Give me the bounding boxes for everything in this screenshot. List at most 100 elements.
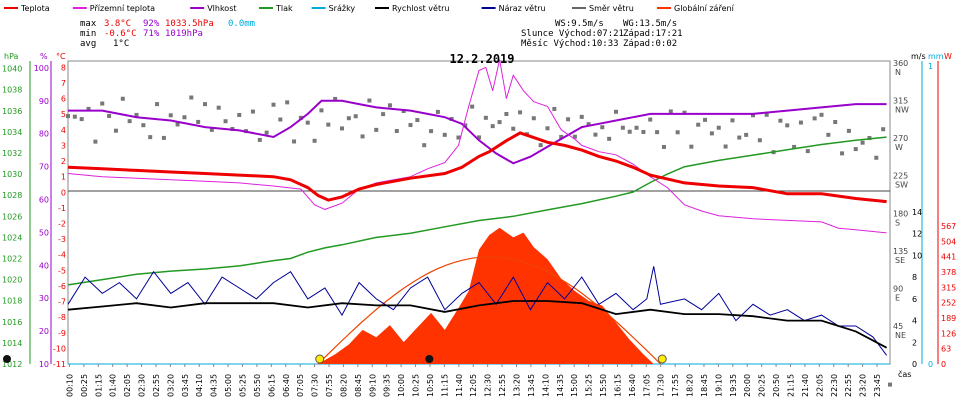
- x-tick-label-24: 10:25: [412, 374, 421, 397]
- unit-hpa: hPa: [4, 52, 19, 61]
- temp-tick-0: 8: [61, 63, 66, 72]
- moonrise-marker: [425, 355, 434, 363]
- wind-dir-point: [819, 112, 824, 117]
- x-tick-label-48: 20:25: [758, 374, 767, 397]
- x-tick-label-18: 07:55: [325, 374, 334, 397]
- stat-avg-label: avg: [80, 39, 96, 49]
- temp-tick-8: 0: [61, 188, 66, 197]
- rad-tick-0: 567: [941, 222, 956, 231]
- wind-dir-point: [675, 130, 680, 135]
- wind-dir-point: [429, 129, 434, 134]
- stat-min-label: min: [80, 29, 96, 39]
- wind-dir-point: [93, 139, 98, 144]
- stat-max-hum: 92%: [143, 19, 160, 29]
- pct-tick-2: 80: [39, 130, 49, 139]
- dir-tick-deg-3: 225: [893, 172, 908, 181]
- wind-dir-point: [778, 118, 783, 123]
- stat-min-hum: 71%: [143, 29, 160, 39]
- series-radiation-area: [318, 227, 654, 364]
- x-tick-label-2: 01:15: [94, 374, 103, 397]
- stat-moon: Měsíc Východ:10:33: [521, 39, 619, 49]
- temp-tick-4: 4: [61, 126, 66, 135]
- unit-rad: W: [944, 52, 952, 61]
- hpa-tick-14: 1012: [2, 360, 22, 369]
- wind-dir-point: [709, 131, 714, 136]
- dir-tick-lbl-3: SW: [895, 181, 908, 190]
- x-tick-label-8: 03:45: [181, 374, 190, 397]
- wind-dir-point: [107, 113, 112, 118]
- x-tick-label-31: 13:20: [512, 374, 521, 397]
- stat-max-press: 1033.5hPa: [165, 19, 214, 29]
- rad-tick-2: 441: [941, 253, 956, 262]
- wind-dir-point: [456, 135, 461, 140]
- wind-dir-point: [161, 135, 166, 140]
- pct-tick-7: 30: [39, 294, 49, 303]
- hpa-tick-2: 1036: [2, 107, 22, 116]
- x-tick-label-6: 02:55: [152, 374, 161, 397]
- wind-dir-point: [271, 102, 276, 107]
- hpa-tick-9: 1022: [2, 254, 22, 263]
- wind-dir-point: [319, 108, 324, 113]
- wind-dir-point: [648, 117, 653, 122]
- x-tick-label-32: 13:45: [527, 374, 536, 397]
- temp-tick-1: 7: [61, 79, 66, 88]
- rain-tick-1: 0: [928, 360, 933, 369]
- wind-dir-point: [72, 114, 77, 119]
- wind-dir-point: [250, 109, 255, 114]
- wind-dir-point: [579, 114, 584, 119]
- series-temp-line: [67, 131, 887, 204]
- unit-pct: %: [40, 52, 48, 61]
- x-tick-label-47: 20:00: [743, 374, 752, 397]
- wind-dir-point: [333, 96, 338, 101]
- sunrise-marker: [315, 354, 325, 364]
- wind-tick-1: 12: [912, 230, 922, 239]
- wind-tick-5: 4: [912, 317, 917, 326]
- legend-label-4: Srážky: [329, 4, 356, 13]
- pct-tick-8: 20: [39, 327, 49, 336]
- unit-wind: m/s: [911, 52, 926, 61]
- x-tick-label-42: 17:55: [671, 374, 680, 397]
- temp-tick-9: -1: [58, 204, 66, 213]
- pct-tick-9: 10: [39, 360, 49, 369]
- wind-dir-point: [196, 119, 201, 124]
- wind-dir-point: [497, 120, 502, 125]
- temp-tick-5: 3: [61, 141, 66, 150]
- wind-dir-point: [312, 138, 317, 143]
- wind-dir-point: [853, 147, 858, 152]
- x-axis-ticks: 00:10 00:25 01:15 01:40 02:05 02:30 02:55 03:20…: [65, 364, 882, 397]
- wind-dir-point: [607, 136, 612, 141]
- rad-tick-4: 315: [941, 283, 956, 292]
- wind-dir-point: [661, 144, 666, 149]
- wind-dir-point: [559, 134, 564, 139]
- wind-dir-point: [737, 135, 742, 140]
- x-tick-label-46: 19:35: [729, 374, 738, 397]
- dir-tick-lbl-2: W: [895, 143, 903, 152]
- wind-dir-point: [846, 128, 851, 133]
- wind-dir-point: [100, 101, 105, 106]
- hpa-tick-0: 1040: [2, 65, 22, 74]
- temp-tick-7: 1: [61, 173, 66, 182]
- temp-tick-15: -7: [58, 298, 66, 307]
- wind-dir-point: [600, 125, 605, 130]
- legend-label-8: Globální záření: [674, 4, 735, 13]
- x-tick-label-27: 11:40: [455, 374, 464, 397]
- x-tick-label-22: 09:35: [383, 374, 392, 397]
- temp-tick-16: -8: [58, 313, 66, 322]
- wind-dir-point: [360, 134, 365, 139]
- stat-max-rain: 0.0mm: [228, 19, 255, 29]
- x-tick-label-0: 00:10: [65, 374, 74, 397]
- plot-area: [3, 59, 892, 387]
- temp-tick-18: -10: [53, 344, 66, 353]
- rad-tick-6: 189: [941, 314, 956, 323]
- temp-tick-3: 5: [61, 110, 66, 119]
- x-tick-label-10: 04:35: [210, 374, 219, 397]
- wind-dir-point: [867, 136, 872, 141]
- hpa-tick-1: 1038: [2, 86, 22, 95]
- wind-dir-point: [703, 117, 708, 122]
- wind-dir-point: [346, 116, 351, 121]
- wind-dir-point: [278, 117, 283, 122]
- x-axis-label: čas: [898, 369, 911, 379]
- wind-dir-point: [764, 112, 769, 117]
- wind-tick-6: 2: [912, 338, 917, 347]
